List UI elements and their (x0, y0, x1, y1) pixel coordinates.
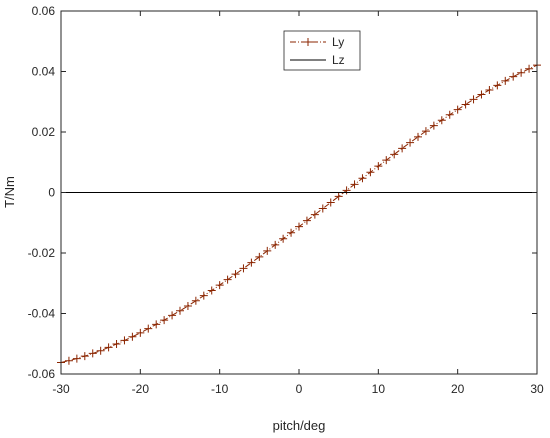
data-point-ly (247, 258, 256, 267)
data-point-ly (128, 332, 137, 341)
data-point-ly (366, 168, 375, 177)
data-point-ly (215, 281, 224, 290)
legend-entry-lz: Lz (290, 53, 345, 67)
x-tick-label: 30 (530, 382, 544, 396)
data-point-ly (176, 306, 184, 315)
y-tick-label: 0 (48, 186, 55, 200)
data-point-ly (461, 100, 470, 109)
data-point-ly (207, 286, 216, 295)
x-axis-title: pitch/deg (273, 418, 326, 433)
legend-entry-ly: Ly (290, 35, 344, 49)
x-tick-label: -20 (132, 382, 150, 396)
y-ticks: -0.06 -0.04 -0.02 0 0.02 0.04 0.06 (28, 4, 537, 381)
data-point-ly (326, 198, 335, 207)
data-point-ly (88, 349, 97, 358)
data-point-ly (136, 328, 145, 337)
data-point-ly (239, 264, 248, 273)
data-point-ly (120, 336, 129, 345)
legend-label-ly: Ly (332, 35, 344, 49)
data-point-ly (414, 132, 422, 141)
data-point-ly (72, 354, 81, 363)
data-point-ly (271, 240, 280, 249)
data-point-ly (183, 301, 192, 310)
data-point-ly (406, 138, 415, 147)
data-point-ly (318, 204, 327, 213)
data-point-ly (358, 174, 367, 183)
data-point-ly (112, 340, 121, 349)
x-tick-label: 10 (372, 382, 386, 396)
data-point-ly (263, 246, 272, 255)
data-point-ly (477, 90, 486, 99)
data-point-ly (469, 95, 478, 104)
data-point-ly (160, 316, 169, 325)
data-point-ly (295, 222, 303, 231)
series-layer (57, 61, 541, 367)
x-tick-label: -10 (211, 382, 229, 396)
data-point-ly (96, 346, 105, 355)
y-tick-label: 0.02 (32, 125, 56, 139)
data-point-ly (509, 72, 518, 81)
data-point-ly (231, 270, 240, 279)
data-point-ly (437, 116, 446, 125)
legend-label-lz: Lz (332, 53, 345, 67)
data-point-ly (374, 162, 383, 171)
data-point-ly (310, 210, 319, 219)
y-tick-label: 0.06 (32, 4, 56, 18)
x-tick-label: 20 (451, 382, 465, 396)
data-point-ly (525, 64, 534, 73)
data-point-ly (279, 234, 288, 243)
data-point-ly (485, 85, 494, 94)
data-point-ly (223, 275, 232, 284)
data-point-ly (390, 150, 399, 159)
x-tick-label: -30 (52, 382, 70, 396)
y-tick-label: -0.06 (28, 367, 56, 381)
data-point-ly (382, 156, 391, 165)
data-point-ly (144, 324, 153, 333)
data-point-ly (152, 320, 161, 329)
data-point-ly (453, 105, 462, 114)
data-point-ly (80, 352, 89, 361)
legend-marker-ly (304, 38, 312, 46)
data-point-ly (398, 144, 407, 153)
data-point-ly (199, 291, 208, 300)
data-point-ly (429, 121, 438, 130)
data-point-ly (334, 192, 343, 201)
y-axis-title: T/Nm (2, 176, 17, 208)
y-tick-label: -0.04 (28, 307, 56, 321)
legend-box (283, 30, 361, 71)
data-point-ly (342, 186, 351, 195)
data-point-ly (493, 81, 502, 90)
data-point-ly (517, 68, 526, 77)
y-tick-label: 0.04 (32, 65, 56, 79)
data-point-ly (302, 216, 311, 225)
data-point-ly (168, 311, 177, 320)
data-point-ly (501, 76, 510, 85)
data-point-ly (64, 356, 73, 365)
y-tick-label: -0.02 (28, 246, 56, 260)
data-point-ly (287, 228, 296, 237)
data-point-ly (445, 110, 454, 119)
legend: Ly Lz (283, 30, 361, 71)
x-tick-label: 0 (296, 382, 303, 396)
data-point-ly (421, 127, 430, 136)
data-point-ly (350, 180, 359, 189)
data-point-ly (191, 296, 200, 305)
data-point-ly (255, 252, 264, 261)
x-ticks: -30 -20 -10 0 10 20 30 (52, 11, 544, 396)
data-point-ly (104, 343, 113, 352)
